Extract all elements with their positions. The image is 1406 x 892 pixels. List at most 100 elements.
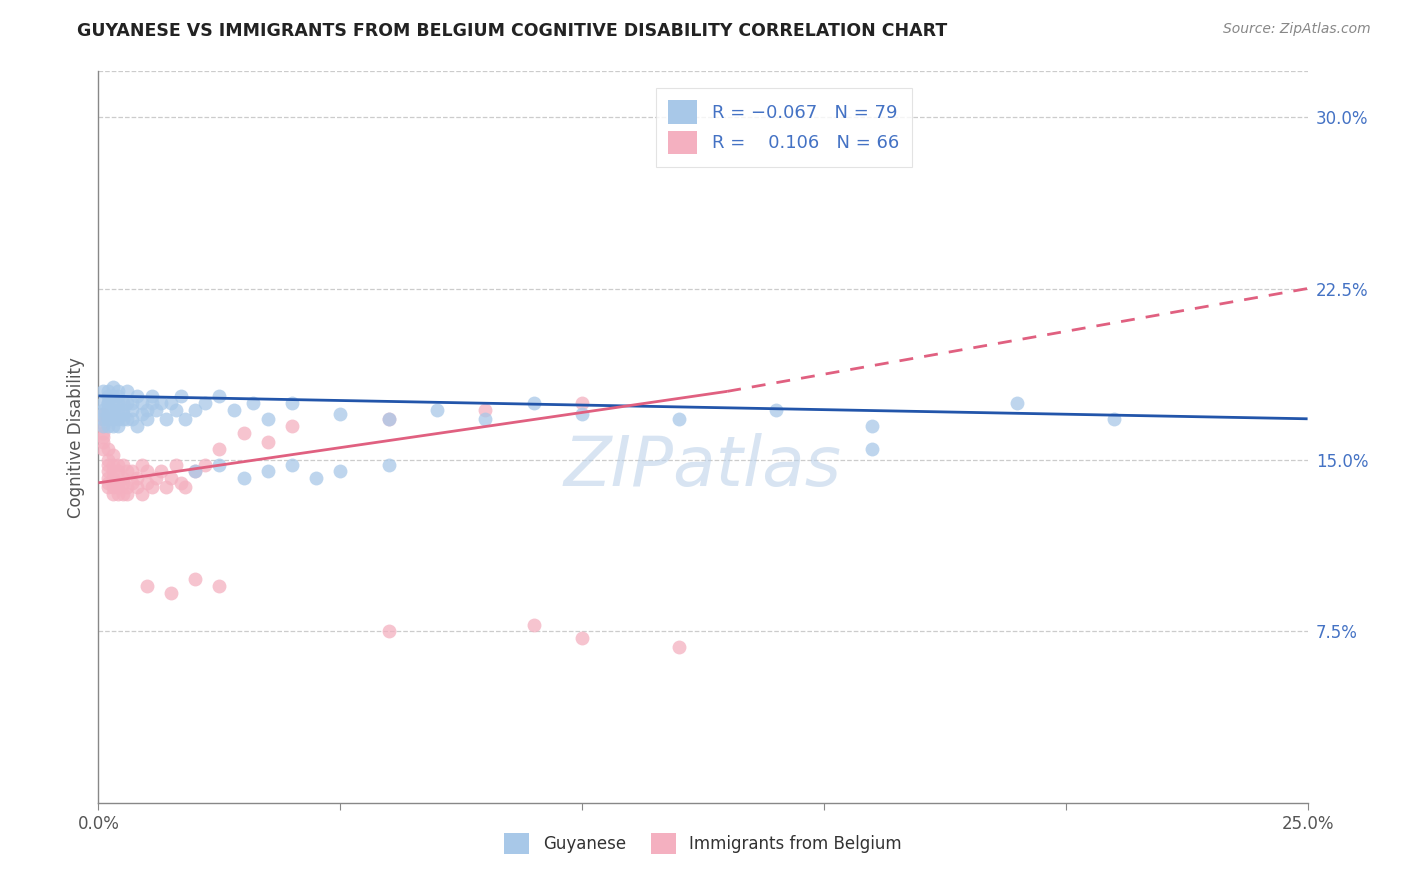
Point bbox=[860, 418, 883, 433]
Point bbox=[101, 471, 124, 485]
Point bbox=[91, 407, 114, 421]
Point bbox=[208, 389, 231, 403]
Point bbox=[184, 464, 207, 478]
Point bbox=[377, 412, 399, 426]
Point bbox=[571, 396, 593, 410]
Point bbox=[91, 396, 114, 410]
Point bbox=[131, 458, 153, 472]
Point bbox=[377, 624, 399, 639]
Point bbox=[101, 402, 124, 417]
Point bbox=[242, 396, 264, 410]
Point bbox=[127, 389, 149, 403]
Point bbox=[1007, 396, 1029, 410]
Point bbox=[111, 407, 134, 421]
Point bbox=[131, 407, 153, 421]
Point bbox=[668, 412, 690, 426]
Point bbox=[184, 572, 207, 586]
Point bbox=[97, 464, 120, 478]
Point bbox=[101, 407, 124, 421]
Point bbox=[121, 402, 143, 417]
Point bbox=[107, 475, 129, 490]
Point bbox=[131, 487, 153, 501]
Point bbox=[101, 412, 124, 426]
Point bbox=[121, 475, 143, 490]
Point bbox=[101, 487, 124, 501]
Point bbox=[377, 458, 399, 472]
Point bbox=[135, 402, 157, 417]
Point bbox=[169, 475, 191, 490]
Point bbox=[107, 487, 129, 501]
Point bbox=[97, 453, 120, 467]
Point bbox=[97, 396, 120, 410]
Point bbox=[97, 418, 120, 433]
Point bbox=[256, 412, 278, 426]
Point bbox=[111, 471, 134, 485]
Point bbox=[121, 464, 143, 478]
Point bbox=[208, 442, 231, 456]
Point bbox=[117, 480, 139, 494]
Point bbox=[91, 418, 114, 433]
Point bbox=[97, 475, 120, 490]
Point bbox=[117, 384, 139, 399]
Point bbox=[117, 396, 139, 410]
Point bbox=[101, 449, 124, 463]
Point bbox=[765, 402, 787, 417]
Point bbox=[141, 389, 163, 403]
Point bbox=[107, 412, 129, 426]
Point bbox=[523, 617, 546, 632]
Point bbox=[208, 458, 231, 472]
Point bbox=[281, 458, 304, 472]
Point bbox=[135, 412, 157, 426]
Point bbox=[571, 407, 593, 421]
Point bbox=[474, 402, 496, 417]
Point bbox=[101, 389, 124, 403]
Legend: Guyanese, Immigrants from Belgium: Guyanese, Immigrants from Belgium bbox=[498, 827, 908, 860]
Point bbox=[165, 458, 187, 472]
Point bbox=[131, 396, 153, 410]
Point bbox=[127, 480, 149, 494]
Point bbox=[184, 464, 207, 478]
Point bbox=[91, 384, 114, 399]
Point bbox=[145, 402, 167, 417]
Point bbox=[256, 434, 278, 449]
Point bbox=[101, 475, 124, 490]
Point bbox=[121, 396, 143, 410]
Text: GUYANESE VS IMMIGRANTS FROM BELGIUM COGNITIVE DISABILITY CORRELATION CHART: GUYANESE VS IMMIGRANTS FROM BELGIUM COGN… bbox=[77, 22, 948, 40]
Point bbox=[150, 464, 173, 478]
Point bbox=[91, 430, 114, 444]
Point bbox=[111, 412, 134, 426]
Point bbox=[121, 412, 143, 426]
Point bbox=[97, 389, 120, 403]
Point bbox=[135, 579, 157, 593]
Point bbox=[145, 471, 167, 485]
Point bbox=[135, 475, 157, 490]
Point bbox=[117, 487, 139, 501]
Point bbox=[141, 396, 163, 410]
Point bbox=[107, 389, 129, 403]
Point bbox=[91, 412, 114, 426]
Point bbox=[184, 402, 207, 417]
Point bbox=[232, 471, 254, 485]
Point bbox=[111, 487, 134, 501]
Point bbox=[160, 471, 183, 485]
Text: ZIPatlas: ZIPatlas bbox=[564, 433, 842, 500]
Point bbox=[127, 471, 149, 485]
Point bbox=[97, 402, 120, 417]
Point bbox=[160, 585, 183, 599]
Point bbox=[150, 396, 173, 410]
Point bbox=[107, 396, 129, 410]
Point bbox=[281, 418, 304, 433]
Point bbox=[117, 412, 139, 426]
Point bbox=[523, 396, 546, 410]
Point bbox=[329, 407, 352, 421]
Text: Source: ZipAtlas.com: Source: ZipAtlas.com bbox=[1223, 22, 1371, 37]
Point bbox=[256, 464, 278, 478]
Point bbox=[91, 442, 114, 456]
Y-axis label: Cognitive Disability: Cognitive Disability bbox=[66, 357, 84, 517]
Point bbox=[194, 396, 217, 410]
Point bbox=[571, 632, 593, 646]
Point bbox=[169, 389, 191, 403]
Point bbox=[97, 407, 120, 421]
Point bbox=[101, 380, 124, 394]
Point bbox=[1102, 412, 1125, 426]
